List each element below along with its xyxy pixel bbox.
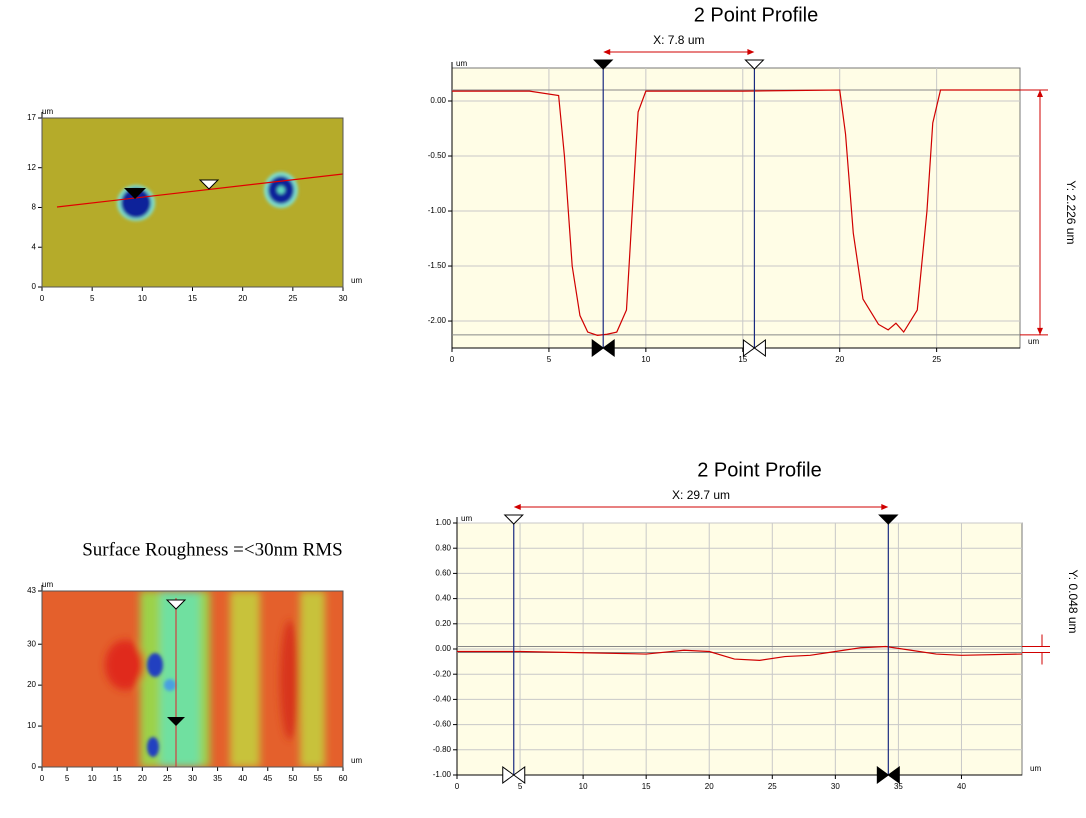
plot-area: [451, 67, 1021, 349]
y-tick-label: 0.00: [435, 644, 451, 653]
x-tick-label: 5: [90, 294, 95, 303]
arrow-head: [513, 504, 521, 510]
chart-title: 2 Point Profile: [694, 4, 819, 26]
x-tick-label: 5: [65, 774, 70, 783]
x-tick-label: 20: [238, 294, 247, 303]
x-tick-label: 0: [40, 774, 45, 783]
arrow-head: [747, 49, 755, 55]
x-tick-label: 10: [138, 294, 147, 303]
image-frame: [41, 117, 344, 288]
cursor-marker: [744, 59, 765, 70]
x-tick-label: 20: [835, 355, 844, 364]
axis-unit: um: [461, 514, 472, 523]
profile-line: [452, 89, 1020, 336]
y-tick-label: 1.00: [435, 518, 451, 527]
x-tick-label: 10: [579, 782, 588, 791]
x-tick-label: 25: [288, 294, 297, 303]
image-frame: [41, 590, 344, 768]
x-tick-label: 60: [339, 774, 348, 783]
cursor-marker: [876, 766, 900, 784]
x-tick-label: 5: [547, 355, 552, 364]
x-tick-label: 25: [932, 355, 941, 364]
y-tick-label: 30: [27, 639, 36, 648]
x-tick-label: 25: [768, 782, 777, 791]
x-tick-label: 5: [518, 782, 523, 791]
arrow-head: [1037, 90, 1043, 98]
x-tick-label: 50: [288, 774, 297, 783]
y-tick-label: 20: [27, 680, 36, 689]
x-tick-label: 25: [163, 774, 172, 783]
y-tick-label: -1.00: [428, 206, 447, 215]
x-tick-label: 55: [313, 774, 322, 783]
y-tick-label: 0.80: [435, 543, 451, 552]
arrow-head: [881, 504, 889, 510]
y-tick-label: 43: [27, 586, 36, 595]
x-tick-label: 0: [455, 782, 460, 791]
y-tick-label: 17: [27, 113, 36, 122]
profile-line: [457, 645, 1023, 661]
x-tick-label: 0: [450, 355, 455, 364]
y-tick-label: -1.50: [428, 261, 447, 270]
axis-unit: um: [351, 756, 362, 765]
afm-image: [42, 118, 343, 287]
y-tick-label: 0: [32, 282, 37, 291]
x-tick-label: 15: [113, 774, 122, 783]
x-tick-label: 45: [263, 774, 272, 783]
axis-unit: um: [42, 580, 53, 589]
x-tick-label: 20: [138, 774, 147, 783]
axis-unit: um: [456, 59, 467, 68]
y-span-label: Y: 2.226 um: [1064, 180, 1078, 244]
y-span-label: Y: 0.048 um: [1066, 569, 1080, 633]
axis-unit: um: [1028, 337, 1039, 346]
y-tick-label: 0: [32, 762, 37, 771]
caption: Surface Roughness =<30nm RMS: [82, 539, 343, 560]
y-tick-label: 8: [32, 203, 37, 212]
y-tick-label: -0.40: [433, 695, 452, 704]
x-tick-label: 0: [40, 294, 45, 303]
arrow-head: [1037, 327, 1043, 335]
cursor-marker: [742, 339, 766, 357]
afm-image: [42, 591, 343, 767]
y-tick-label: 0.00: [430, 96, 446, 105]
axis-unit: um: [351, 276, 362, 285]
y-tick-label: 0.60: [435, 569, 451, 578]
x-tick-label: 15: [738, 355, 747, 364]
x-span-label: X: 29.7 um: [672, 488, 730, 502]
cursor-marker: [593, 59, 614, 70]
cursor-marker: [502, 766, 526, 784]
chart-title: 2 Point Profile: [697, 459, 822, 481]
cursor-marker: [878, 514, 899, 525]
y-tick-label: 10: [27, 721, 36, 730]
x-tick-label: 40: [238, 774, 247, 783]
y-tick-label: -0.20: [433, 669, 452, 678]
y-tick-label: 0.40: [435, 594, 451, 603]
cursor-marker: [591, 339, 615, 357]
y-tick-label: 4: [32, 242, 37, 251]
x-tick-label: 15: [642, 782, 651, 791]
cursor-marker: [503, 514, 524, 525]
y-tick-label: -0.50: [428, 151, 447, 160]
y-tick-label: 0.20: [435, 619, 451, 628]
y-tick-label: -0.60: [433, 720, 452, 729]
x-tick-label: 10: [88, 774, 97, 783]
axis-unit: um: [1030, 764, 1041, 773]
x-tick-label: 30: [188, 774, 197, 783]
x-span-label: X: 7.8 um: [653, 33, 704, 47]
x-tick-label: 35: [213, 774, 222, 783]
x-tick-label: 15: [188, 294, 197, 303]
x-tick-label: 35: [894, 782, 903, 791]
x-tick-label: 30: [339, 294, 348, 303]
y-tick-label: -1.00: [433, 770, 452, 779]
x-tick-label: 20: [705, 782, 714, 791]
y-tick-label: -2.00: [428, 316, 447, 325]
x-tick-label: 40: [957, 782, 966, 791]
x-tick-label: 10: [641, 355, 650, 364]
arrow-head: [603, 49, 611, 55]
axis-unit: um: [42, 107, 53, 116]
y-tick-label: 12: [27, 163, 36, 172]
x-tick-label: 30: [831, 782, 840, 791]
y-tick-label: -0.80: [433, 745, 452, 754]
